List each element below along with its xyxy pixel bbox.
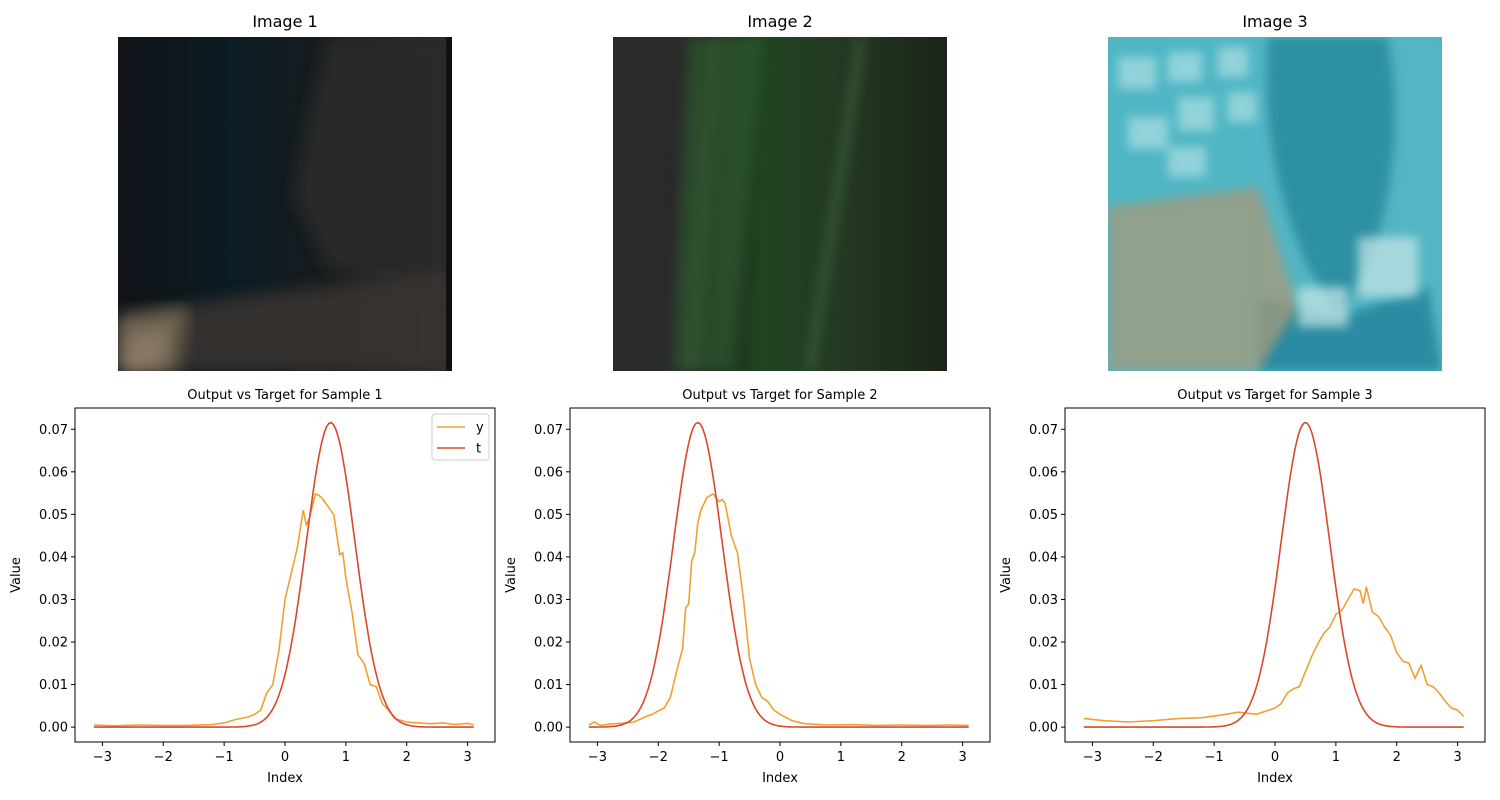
y-axis-label: Value: [999, 557, 1014, 593]
series-y-line: [588, 492, 969, 727]
x-tick-label: 3: [463, 750, 471, 765]
image-3-title: Image 3: [1242, 12, 1308, 31]
y-tick-label: 0.07: [534, 423, 563, 438]
y-tick-label: 0.02: [39, 636, 68, 651]
y-tick-label: 0.07: [39, 423, 68, 438]
series-t-line: [588, 421, 969, 728]
y-tick-label: 0.04: [1029, 550, 1058, 565]
y-tick-label: 0.04: [39, 550, 68, 565]
x-tick-label: −3: [588, 750, 607, 765]
y-tick-label: 0.03: [39, 593, 68, 608]
y-tick-label: 0.06: [39, 465, 68, 480]
y-tick-label: 0.06: [1029, 465, 1058, 480]
x-axis-label: Index: [762, 771, 798, 786]
x-tick-label: −1: [710, 750, 729, 765]
x-tick-label: 3: [1453, 750, 1461, 765]
x-axis-label: Index: [1257, 771, 1293, 786]
y-tick-label: 0.07: [1029, 423, 1058, 438]
y-tick-label: 0.00: [39, 721, 68, 736]
y-axis-label: Value: [9, 557, 24, 593]
plot-frame: [569, 407, 991, 743]
legend-label-t: t: [476, 442, 481, 457]
y-tick-label: 0.03: [1029, 593, 1058, 608]
image-1-title: Image 1: [252, 12, 318, 31]
y-tick-label: 0.02: [1029, 636, 1058, 651]
x-tick-label: 0: [281, 750, 289, 765]
x-tick-label: 2: [403, 750, 411, 765]
series-t-line: [1083, 421, 1464, 728]
chart-title: Output vs Target for Sample 3: [1177, 388, 1372, 403]
y-tick-label: 0.06: [534, 465, 563, 480]
image-3: [1108, 37, 1442, 371]
image-1: [118, 37, 452, 371]
x-tick-label: 2: [1393, 750, 1401, 765]
plot-frame: [1064, 407, 1486, 743]
x-tick-label: −2: [154, 750, 173, 765]
y-tick-label: 0.01: [1029, 678, 1058, 693]
x-tick-label: 1: [342, 750, 350, 765]
x-tick-label: −1: [215, 750, 234, 765]
y-tick-label: 0.01: [534, 678, 563, 693]
y-tick-label: 0.01: [39, 678, 68, 693]
legend-label-y: y: [476, 421, 484, 436]
series-y-line: [1083, 586, 1465, 723]
chart-3: Output vs Target for Sample 3 −3 −2 −1 0 1 2 3 0…: [999, 388, 1486, 786]
series-y-line: [93, 492, 474, 727]
x-tick-label: −3: [1083, 750, 1102, 765]
y-tick-label: 0.00: [534, 721, 563, 736]
legend: yt: [431, 413, 490, 461]
x-axis-label: Index: [267, 771, 303, 786]
image-2-title: Image 2: [747, 12, 813, 31]
x-tick-label: −3: [93, 750, 112, 765]
x-tick-label: 3: [958, 750, 966, 765]
x-tick-label: 1: [1332, 750, 1340, 765]
y-tick-label: 0.03: [534, 593, 563, 608]
series-t-line: [93, 421, 474, 728]
y-tick-label: 0.00: [1029, 721, 1058, 736]
y-tick-label: 0.05: [39, 508, 68, 523]
image-2: [613, 37, 947, 371]
x-tick-label: 0: [1271, 750, 1279, 765]
y-tick-label: 0.05: [1029, 508, 1058, 523]
x-tick-label: −2: [1144, 750, 1163, 765]
y-tick-label: 0.05: [534, 508, 563, 523]
chart-2: Output vs Target for Sample 2 −3 −2 −1 0 1 2 3 0…: [504, 388, 991, 786]
y-tick-label: 0.02: [534, 636, 563, 651]
chart-1: Output vs Target for Sample 1 −3 −2 −1 0 1 2 3 0…: [9, 388, 496, 786]
x-tick-label: 2: [898, 750, 906, 765]
x-tick-label: −1: [1205, 750, 1224, 765]
y-tick-label: 0.04: [534, 550, 563, 565]
chart-title: Output vs Target for Sample 2: [682, 388, 877, 403]
y-axis-label: Value: [504, 557, 519, 593]
chart-title: Output vs Target for Sample 1: [187, 388, 382, 403]
x-tick-label: 0: [776, 750, 784, 765]
x-tick-label: −2: [649, 750, 668, 765]
x-tick-label: 1: [837, 750, 845, 765]
